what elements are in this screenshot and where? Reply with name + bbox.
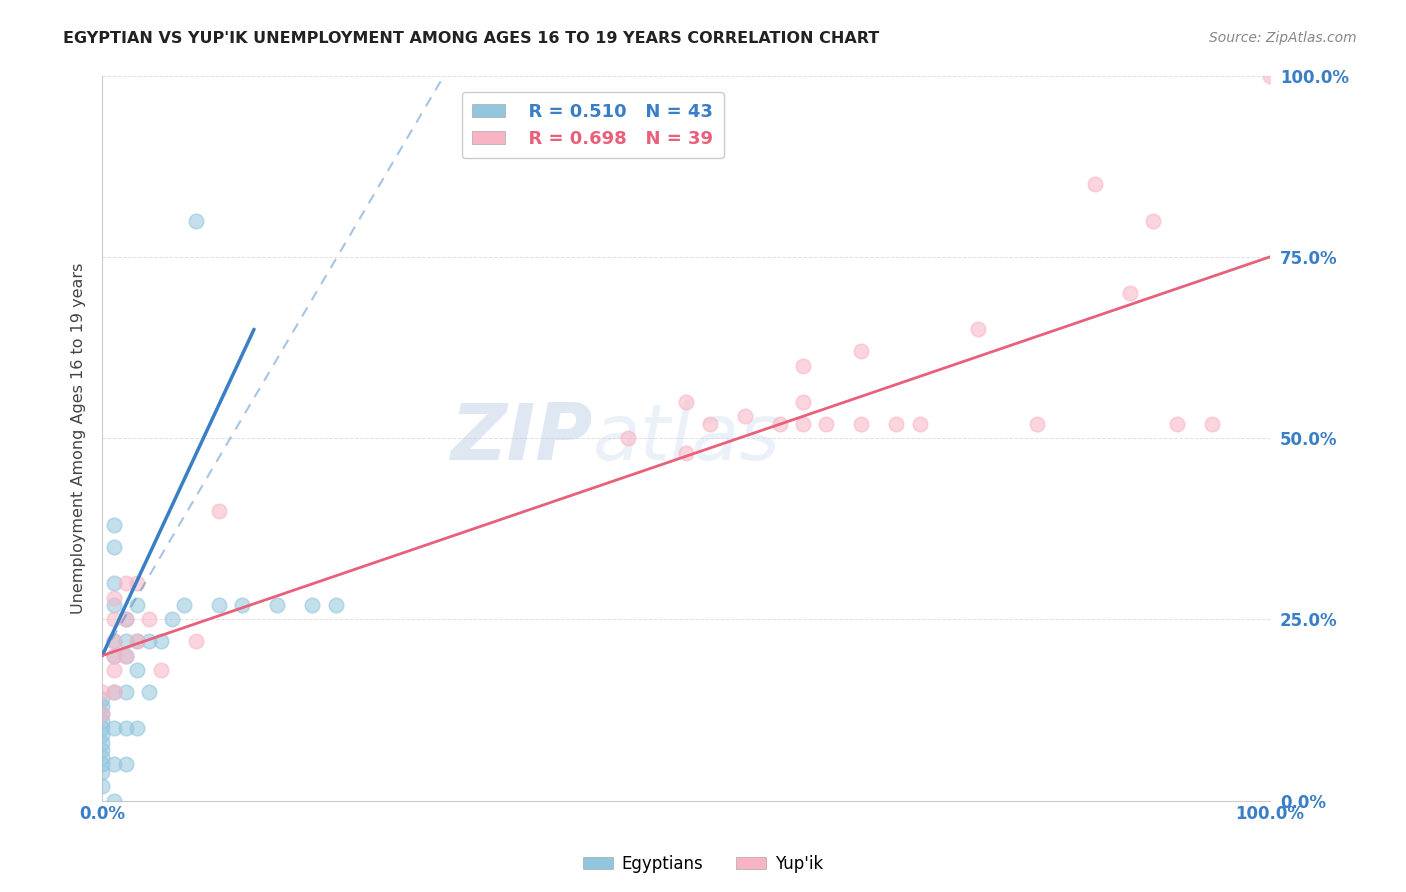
Point <box>103 685 125 699</box>
Point <box>734 409 756 424</box>
Point <box>675 445 697 459</box>
Point <box>231 598 253 612</box>
Point <box>103 518 125 533</box>
Point <box>91 699 114 714</box>
Point <box>699 417 721 431</box>
Legend:   R = 0.510   N = 43,   R = 0.698   N = 39: R = 0.510 N = 43, R = 0.698 N = 39 <box>461 92 724 159</box>
Point <box>768 417 790 431</box>
Point <box>103 794 125 808</box>
Point <box>114 757 136 772</box>
Point <box>91 692 114 706</box>
Point <box>114 634 136 648</box>
Point <box>103 757 125 772</box>
Text: EGYPTIAN VS YUP'IK UNEMPLOYMENT AMONG AGES 16 TO 19 YEARS CORRELATION CHART: EGYPTIAN VS YUP'IK UNEMPLOYMENT AMONG AG… <box>63 31 880 46</box>
Text: Source: ZipAtlas.com: Source: ZipAtlas.com <box>1209 31 1357 45</box>
Point <box>301 598 323 612</box>
Point <box>127 598 149 612</box>
Point <box>1166 417 1188 431</box>
Point <box>91 721 114 735</box>
Point <box>266 598 288 612</box>
Legend: Egyptians, Yup'ik: Egyptians, Yup'ik <box>576 848 830 880</box>
Point <box>103 634 125 648</box>
Point <box>127 634 149 648</box>
Point <box>1142 213 1164 227</box>
Point <box>127 721 149 735</box>
Point <box>91 750 114 764</box>
Point <box>103 634 125 648</box>
Point <box>114 612 136 626</box>
Point <box>1119 286 1142 301</box>
Point <box>173 598 195 612</box>
Point <box>103 648 125 663</box>
Point <box>103 598 125 612</box>
Point <box>91 706 114 721</box>
Point <box>162 612 184 626</box>
Point <box>103 685 125 699</box>
Point <box>103 540 125 554</box>
Point <box>114 721 136 735</box>
Point <box>103 591 125 605</box>
Point <box>792 394 814 409</box>
Point <box>114 612 136 626</box>
Point <box>114 576 136 591</box>
Point <box>967 322 990 336</box>
Point <box>851 417 873 431</box>
Point <box>127 634 149 648</box>
Point <box>114 648 136 663</box>
Point <box>91 736 114 750</box>
Point <box>1025 417 1047 431</box>
Point <box>138 634 160 648</box>
Point <box>908 417 931 431</box>
Point <box>792 359 814 373</box>
Point <box>886 417 908 431</box>
Point <box>114 685 136 699</box>
Point <box>91 728 114 742</box>
Point <box>103 648 125 663</box>
Point <box>103 612 125 626</box>
Point <box>91 714 114 728</box>
Point <box>91 779 114 793</box>
Point <box>91 706 114 721</box>
Point <box>184 213 207 227</box>
Point <box>103 576 125 591</box>
Point <box>91 685 114 699</box>
Point <box>815 417 838 431</box>
Point <box>91 764 114 779</box>
Point <box>103 721 125 735</box>
Point <box>1258 69 1281 83</box>
Point <box>114 648 136 663</box>
Point <box>184 634 207 648</box>
Point <box>851 344 873 359</box>
Point <box>149 634 172 648</box>
Point <box>675 394 697 409</box>
Point <box>103 663 125 677</box>
Point <box>138 612 160 626</box>
Point <box>91 757 114 772</box>
Text: atlas: atlas <box>593 401 780 476</box>
Point <box>127 576 149 591</box>
Point <box>325 598 347 612</box>
Text: ZIP: ZIP <box>450 401 593 476</box>
Point <box>1201 417 1223 431</box>
Point <box>208 598 231 612</box>
Point <box>1084 178 1107 192</box>
Point <box>616 431 638 445</box>
Y-axis label: Unemployment Among Ages 16 to 19 years: Unemployment Among Ages 16 to 19 years <box>72 262 86 614</box>
Point <box>127 663 149 677</box>
Point <box>91 743 114 757</box>
Point <box>138 685 160 699</box>
Point <box>792 417 814 431</box>
Point <box>149 663 172 677</box>
Point <box>208 503 231 517</box>
